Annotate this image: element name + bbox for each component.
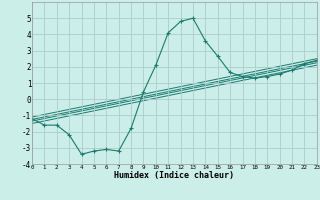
X-axis label: Humidex (Indice chaleur): Humidex (Indice chaleur) xyxy=(115,171,234,180)
